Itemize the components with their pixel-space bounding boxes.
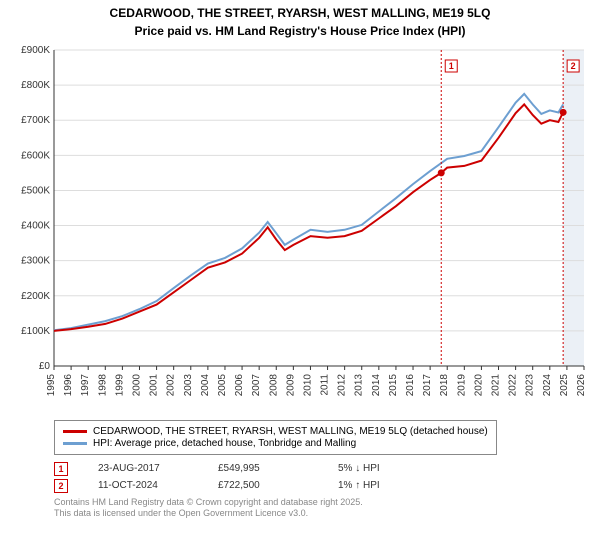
- svg-text:1995: 1995: [46, 373, 57, 396]
- svg-text:1997: 1997: [80, 373, 91, 396]
- legend-row-2: HPI: Average price, detached house, Tonb…: [63, 438, 488, 449]
- svg-text:£0: £0: [39, 361, 51, 372]
- svg-text:£300K: £300K: [21, 255, 50, 266]
- svg-text:2008: 2008: [268, 373, 279, 396]
- chart-svg: £0 £100K £200K £300K £400K £500K £600K £700K £80…: [10, 44, 590, 414]
- svg-text:2: 2: [571, 61, 576, 71]
- legend-label-2: HPI: Average price, detached house, Tonb…: [93, 438, 356, 449]
- svg-text:2010: 2010: [302, 373, 313, 396]
- footer-line-1: Contains HM Land Registry data © Crown c…: [54, 497, 590, 509]
- svg-text:2022: 2022: [508, 373, 519, 396]
- svg-text:2014: 2014: [371, 373, 382, 396]
- marker-price: £722,500: [218, 480, 308, 491]
- svg-text:1998: 1998: [97, 373, 108, 396]
- svg-text:2013: 2013: [354, 373, 365, 396]
- svg-text:2002: 2002: [166, 373, 177, 396]
- legend: CEDARWOOD, THE STREET, RYARSH, WEST MALL…: [54, 420, 497, 455]
- svg-text:2021: 2021: [491, 373, 502, 396]
- marker-table: 1 23-AUG-2017 £549,995 5% ↓ HPI 2 11-OCT-2024…: [54, 462, 590, 493]
- marker-price: £549,995: [218, 463, 308, 474]
- svg-text:2024: 2024: [542, 373, 553, 396]
- svg-text:2025: 2025: [559, 373, 570, 396]
- svg-text:2016: 2016: [405, 373, 416, 396]
- svg-text:2023: 2023: [525, 373, 536, 396]
- svg-text:2009: 2009: [285, 373, 296, 396]
- svg-text:£200K: £200K: [21, 290, 50, 301]
- svg-text:£400K: £400K: [21, 220, 50, 231]
- svg-text:1996: 1996: [63, 373, 74, 396]
- legend-swatch-1: [63, 430, 87, 433]
- svg-text:1999: 1999: [114, 373, 125, 396]
- svg-text:2005: 2005: [217, 373, 228, 396]
- legend-row-1: CEDARWOOD, THE STREET, RYARSH, WEST MALL…: [63, 426, 488, 437]
- marker-date: 11-OCT-2024: [98, 480, 188, 491]
- svg-text:£800K: £800K: [21, 80, 50, 91]
- svg-text:2012: 2012: [337, 373, 348, 396]
- chart-title: CEDARWOOD, THE STREET, RYARSH, WEST MALL…: [10, 6, 590, 22]
- marker-date: 23-AUG-2017: [98, 463, 188, 474]
- svg-text:2011: 2011: [320, 373, 331, 395]
- svg-text:£100K: £100K: [21, 325, 50, 336]
- svg-text:£700K: £700K: [21, 115, 50, 126]
- svg-text:2004: 2004: [200, 373, 211, 396]
- legend-label-1: CEDARWOOD, THE STREET, RYARSH, WEST MALL…: [93, 426, 488, 437]
- chart-area: £0 £100K £200K £300K £400K £500K £600K £700K £80…: [10, 44, 590, 414]
- marker-number-box: 1: [54, 462, 68, 476]
- svg-text:2020: 2020: [473, 373, 484, 396]
- svg-text:2006: 2006: [234, 373, 245, 396]
- svg-text:2000: 2000: [131, 373, 142, 396]
- svg-text:2018: 2018: [439, 373, 450, 396]
- svg-text:2026: 2026: [576, 373, 587, 396]
- svg-text:£900K: £900K: [21, 45, 50, 56]
- marker-row: 1 23-AUG-2017 £549,995 5% ↓ HPI: [54, 462, 590, 476]
- marker-number-box: 2: [54, 479, 68, 493]
- marker-pct: 1% ↑ HPI: [338, 480, 428, 491]
- svg-text:2007: 2007: [251, 373, 262, 396]
- svg-text:2019: 2019: [456, 373, 467, 396]
- svg-text:£500K: £500K: [21, 185, 50, 196]
- chart-subtitle: Price paid vs. HM Land Registry's House …: [10, 24, 590, 38]
- footer-line-2: This data is licensed under the Open Gov…: [54, 508, 590, 520]
- footer: Contains HM Land Registry data © Crown c…: [54, 497, 590, 520]
- svg-text:1: 1: [449, 61, 454, 71]
- marker-pct: 5% ↓ HPI: [338, 463, 428, 474]
- svg-text:2003: 2003: [183, 373, 194, 396]
- marker-row: 2 11-OCT-2024 £722,500 1% ↑ HPI: [54, 479, 590, 493]
- svg-text:2017: 2017: [422, 373, 433, 396]
- svg-text:£600K: £600K: [21, 150, 50, 161]
- legend-swatch-2: [63, 442, 87, 445]
- svg-text:2015: 2015: [388, 373, 399, 396]
- svg-text:2001: 2001: [149, 373, 160, 396]
